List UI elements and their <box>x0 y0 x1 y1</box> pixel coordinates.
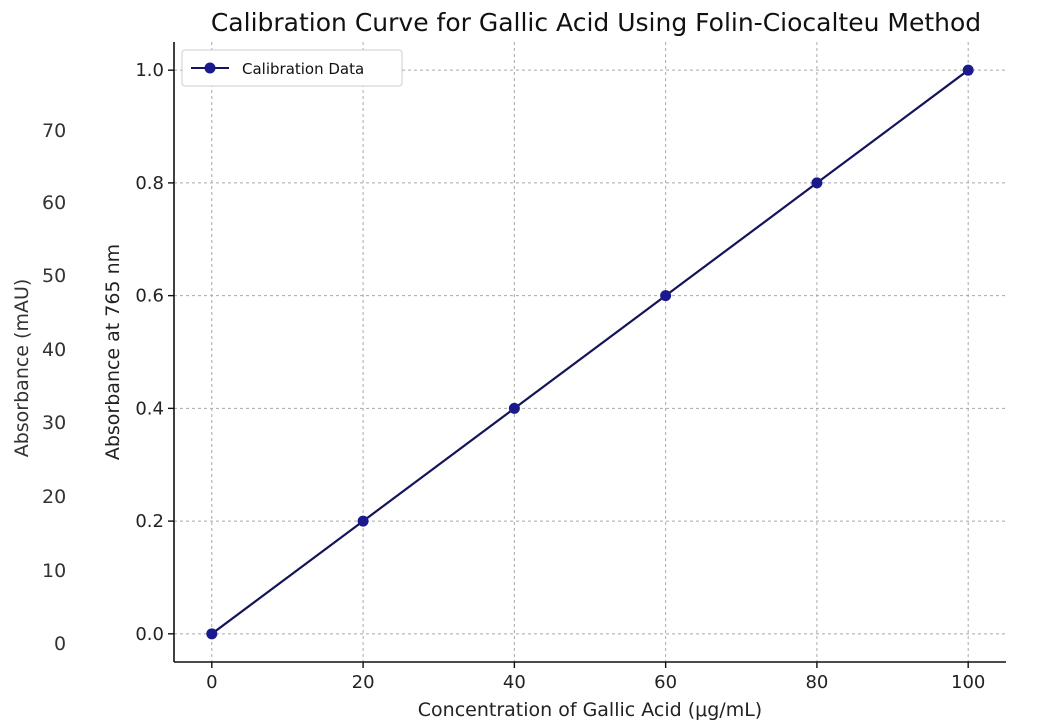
background-tick-label: 20 <box>42 486 66 508</box>
grid <box>174 42 1006 662</box>
axes-spines <box>173 42 1006 663</box>
background-tick-label: 40 <box>42 339 66 361</box>
x-tick-label: 60 <box>654 672 677 693</box>
y-tick-label: 0.6 <box>135 286 164 307</box>
x-tick-label: 40 <box>503 672 526 693</box>
legend-entry-label: Calibration Data <box>242 60 364 78</box>
y-tick-label: 0.4 <box>135 398 164 419</box>
background-y-axis-label: Absorbance (mAU) <box>11 279 33 458</box>
data-point <box>962 64 974 76</box>
chart-title: Calibration Curve for Gallic Acid Using … <box>211 8 981 37</box>
x-tick-label: 20 <box>352 672 375 693</box>
y-axis-label: Absorbance at 765 nm <box>102 244 124 460</box>
background-tick-label: 50 <box>42 265 66 287</box>
y-tick-label: 0.8 <box>135 173 164 194</box>
x-tick-label: 100 <box>951 672 985 693</box>
plot-backdrop <box>96 42 1055 727</box>
x-tick-label: 80 <box>805 672 828 693</box>
legend-box <box>181 49 403 87</box>
background-tick-label: 60 <box>42 192 66 214</box>
background-tick-label: 30 <box>42 412 66 434</box>
legend-marker-swatch <box>204 62 216 74</box>
data-point <box>660 290 672 302</box>
x-tick-label: 0 <box>206 672 217 693</box>
background-tick-label: 0 <box>54 633 66 655</box>
series-line <box>211 69 969 635</box>
background-panel: Absorbance (mAU) 70 60 50 40 30 20 10 0 <box>11 120 66 655</box>
data-point <box>811 177 823 189</box>
background-tick-label: 70 <box>42 120 66 142</box>
y-tick-label: 1.0 <box>135 60 164 81</box>
background-tick-label: 10 <box>42 560 66 582</box>
legend: Calibration Data <box>181 49 403 87</box>
x-axis-label: Concentration of Gallic Acid (μg/mL) <box>418 699 762 721</box>
data-point <box>206 628 218 640</box>
ticks: 0 20 40 60 80 100 0.0 0.2 0.4 0.6 0.8 1.0 <box>135 60 985 693</box>
y-tick-label: 0.2 <box>135 511 164 532</box>
data-point <box>508 402 520 414</box>
data-point <box>357 515 369 527</box>
series <box>206 64 974 640</box>
y-tick-label: 0.0 <box>135 624 164 645</box>
